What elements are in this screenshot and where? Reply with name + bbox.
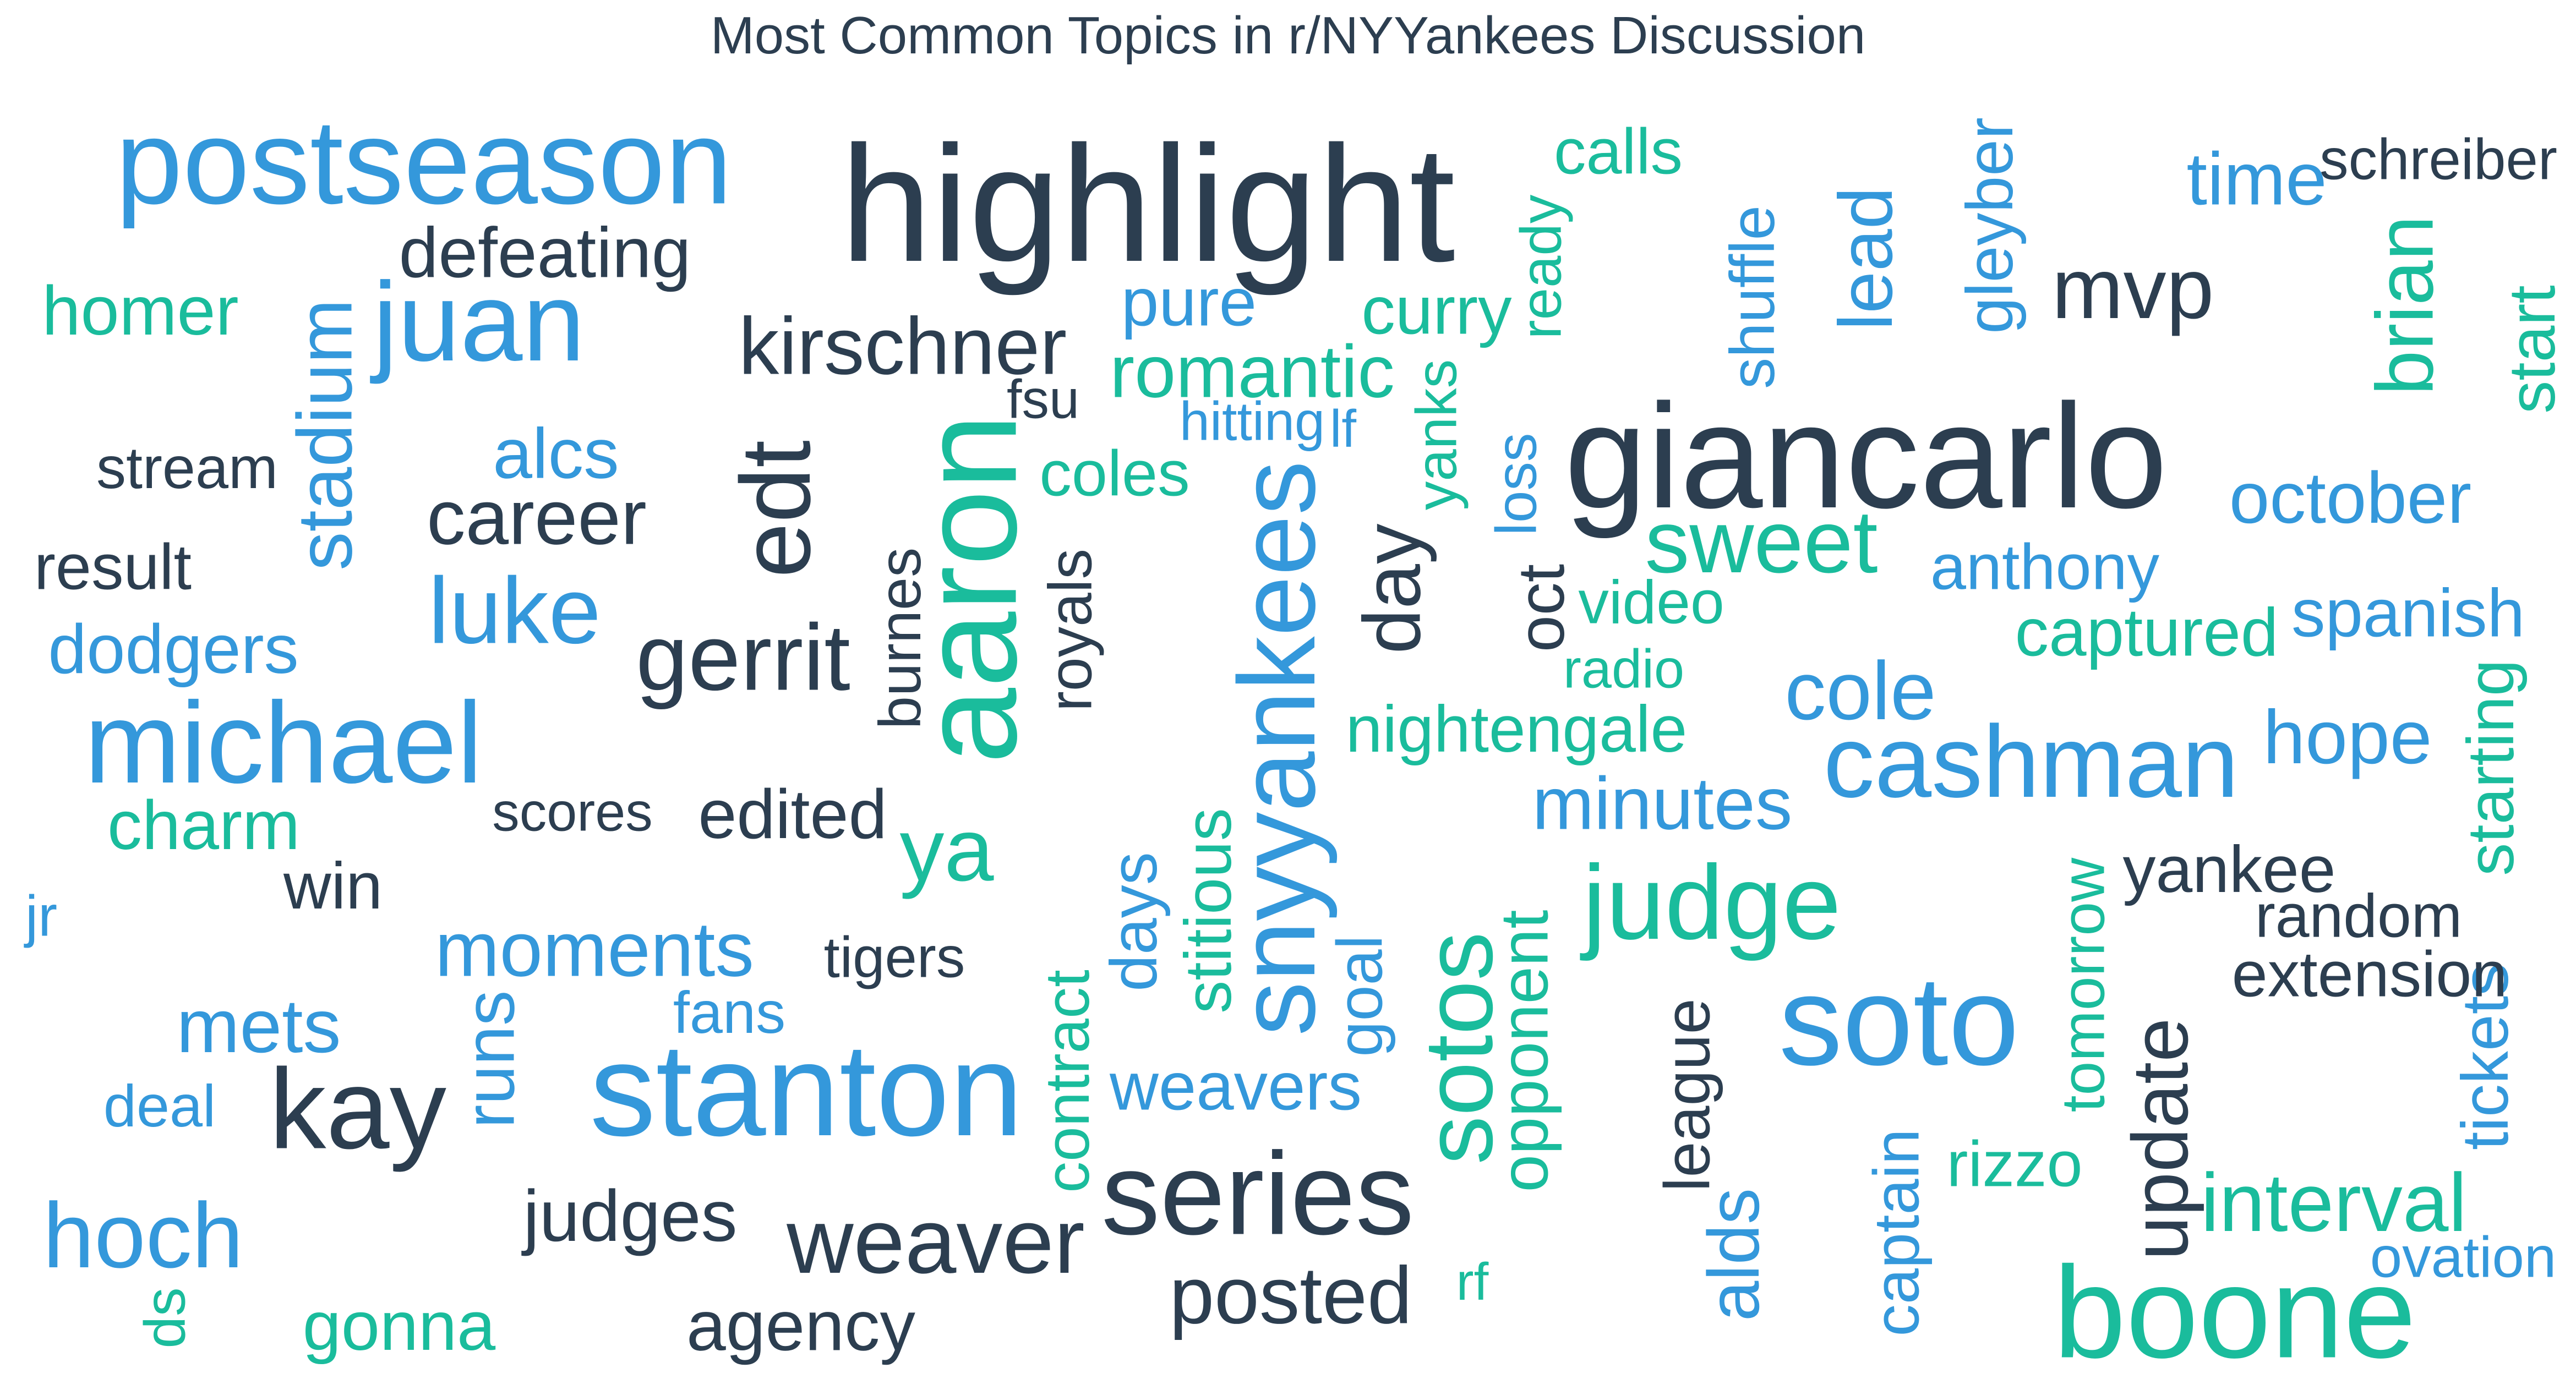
word-charm: charm [107,786,301,864]
word-ds: ds [133,1287,198,1349]
word-gerrit: gerrit [636,605,850,710]
word-win: win [283,849,383,923]
word-captain: captain [1860,1129,1933,1337]
word-alcs: alcs [493,414,619,494]
word-giancarlo: giancarlo [1564,374,2168,539]
word-ovation: ovation [2370,1225,2557,1290]
word-posted: posted [1169,1250,1412,1341]
word-lead: lead [1824,187,1908,331]
word-yankee: yankee [2122,833,2336,906]
word-burnes: burnes [866,547,933,730]
word-homer: homer [42,272,239,349]
word-stanton: stanton [590,1016,1023,1163]
word-series: series [1101,1128,1415,1260]
word-moments: moments [435,905,754,993]
word-hope: hope [2263,695,2432,780]
word-stadium: stadium [281,299,368,571]
word-sweet: sweet [1645,492,1878,592]
word-romantic: romantic [1110,330,1395,413]
word-random: random [2255,882,2463,950]
word-captured: captured [2015,595,2279,671]
word-hitting: hitting [1179,390,1325,452]
word-shuffle: shuffle [1718,205,1788,389]
word-juan: juan [373,259,585,385]
word-start: start [2495,285,2569,414]
word-calls: calls [1553,115,1683,188]
word-highlight: highlight [840,111,1455,296]
word-tomorrow: tomorrow [2049,857,2117,1113]
word-career: career [427,473,647,561]
word-judge: judge [1582,843,1841,961]
word-defeating: defeating [399,213,691,293]
word-soto: soto [1778,949,2020,1092]
word-runs: runs [450,990,530,1129]
word-opponent: opponent [1487,910,1563,1192]
word-royals: royals [1036,548,1105,712]
word-stitious: stitious [1171,808,1245,1014]
word-tigers: tigers [823,925,965,990]
word-video: video [1578,568,1724,637]
word-nightengale: nightengale [1345,692,1688,766]
word-contract: contract [1033,970,1103,1193]
word-spanish: spanish [2291,576,2525,652]
word-kay: kay [269,1045,447,1173]
word-day: day [1347,523,1438,654]
word-yanks: yanks [1404,359,1469,511]
word-gleyber: gleyber [1953,117,2027,334]
word-dodgers: dodgers [48,610,299,688]
word-interval: interval [2201,1156,2467,1249]
word-october: october [2229,457,2472,538]
word-rf: rf [1456,1252,1489,1311]
word-time: time [2186,137,2327,221]
word-rizzo: rizzo [1946,1128,2083,1200]
word-luke: luke [428,558,601,664]
word-cole: cole [1784,644,1936,737]
word-update: update [2116,1017,2204,1261]
word-lf: lf [1330,400,1356,458]
word-weavers: weavers [1109,1049,1362,1125]
word-michael: michael [84,678,483,807]
word-weaver: weaver [787,1189,1085,1293]
word-minutes: minutes [1532,762,1793,845]
word-ready: ready [1509,194,1574,340]
word-cashman: cashman [1823,705,2239,819]
word-alds: alds [1693,1187,1774,1322]
word-brian: brian [2360,215,2451,396]
word-deal: deal [103,1072,216,1139]
word-edited: edited [698,775,887,853]
word-ya: ya [899,800,994,900]
word-starting: starting [2454,659,2528,876]
word-judges: judges [523,1175,738,1256]
word-coles: coles [1039,437,1190,510]
word-pure: pure [1121,265,1257,341]
word-mets: mets [176,984,341,1069]
word-radio: radio [1563,638,1685,699]
word-boone: boone [2053,1239,2416,1386]
word-stream: stream [96,434,279,501]
word-hoch: hoch [42,1184,244,1287]
word-postseason: postseason [115,95,733,229]
word-result: result [34,530,192,603]
word-mvp: mvp [2051,241,2214,337]
word-jr: jr [25,884,58,949]
word-league: league [1651,998,1723,1192]
word-goal: goal [1323,935,1396,1057]
word-scores: scores [492,781,653,842]
word-edt: edt [721,440,831,578]
chart-title: Most Common Topics in r/NYYankees Discus… [710,6,1866,65]
word-agency: agency [686,1286,915,1366]
word-extension: extension [2231,938,2508,1010]
word-days: days [1097,852,1171,992]
word-gonna: gonna [302,1287,496,1365]
word-anthony: anthony [1930,530,2160,603]
word-curry: curry [1361,273,1512,349]
word-loss: loss [1484,433,1549,536]
word-schreiber: schreiber [2320,127,2557,192]
word-fans: fans [673,979,786,1046]
word-fsu: fsu [1006,368,1080,430]
word-kirschner: kirschner [738,301,1067,392]
